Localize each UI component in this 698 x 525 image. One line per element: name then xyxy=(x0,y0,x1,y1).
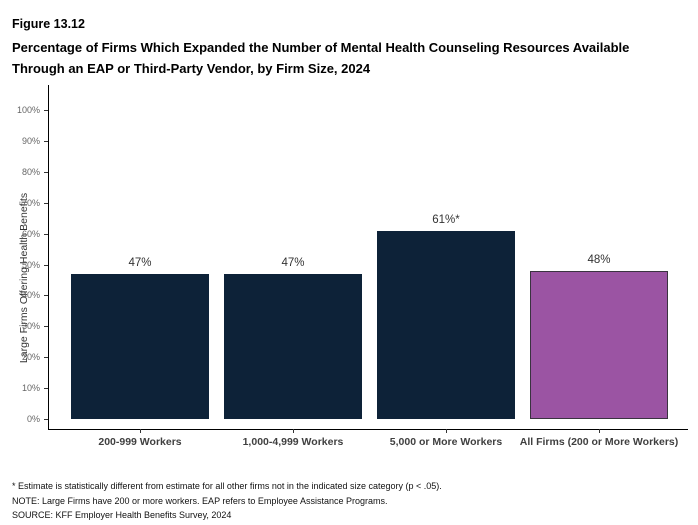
bar xyxy=(530,270,668,419)
x-axis-line xyxy=(48,429,688,430)
y-tick-mark xyxy=(44,419,48,420)
y-tick-label: 90% xyxy=(21,135,40,146)
y-tick-mark xyxy=(44,202,48,204)
y-tick-mark xyxy=(44,264,48,266)
bar-value-label: 47% xyxy=(128,256,152,269)
y-tick-label: 50% xyxy=(21,259,40,270)
y-axis-label: Large Firms Offering Health Benefits xyxy=(18,192,30,364)
y-tick-label: 30% xyxy=(21,321,40,332)
x-category-label: 200-999 Workers xyxy=(98,436,182,448)
x-category-label: All Firms (200 or More Workers) xyxy=(519,436,679,448)
bar xyxy=(377,230,515,419)
y-tick-label: 20% xyxy=(21,352,40,363)
x-tick-mark xyxy=(293,429,294,433)
y-axis-line xyxy=(48,85,49,430)
y-tick-mark xyxy=(44,110,48,111)
bar xyxy=(71,273,209,419)
y-tick-label: 40% xyxy=(21,290,40,301)
y-tick-mark xyxy=(44,326,48,328)
y-tick-label: 0% xyxy=(26,414,40,424)
footnote-estimate: * Estimate is statistically different fr… xyxy=(12,481,442,491)
x-category-label: 5,000 or More Workers xyxy=(389,436,503,448)
x-tick-mark xyxy=(140,429,141,433)
y-tick-mark xyxy=(44,295,48,297)
y-tick-label: 10% xyxy=(21,383,40,394)
y-tick-label: 60% xyxy=(21,228,40,239)
footnotes: * Estimate is statistically different fr… xyxy=(12,479,442,523)
bar-value-label: 48% xyxy=(587,253,611,266)
y-tick-mark xyxy=(44,233,48,235)
figure-number: Figure 13.12 xyxy=(12,17,85,31)
y-tick-mark xyxy=(44,357,48,359)
footnote-note: NOTE: Large Firms have 200 or more worke… xyxy=(12,495,388,506)
y-tick-mark xyxy=(44,388,48,390)
x-tick-mark xyxy=(446,429,447,433)
y-tick-mark xyxy=(44,171,48,173)
y-tick-label: 70% xyxy=(21,197,40,208)
y-tick-mark xyxy=(44,140,48,142)
x-category-label: 1,000-4,999 Workers xyxy=(242,436,344,448)
x-tick-mark xyxy=(599,429,600,433)
y-tick-label: 100% xyxy=(16,105,40,115)
footnote-source: SOURCE: KFF Employer Health Benefits Sur… xyxy=(12,510,232,520)
bar-value-label: 47% xyxy=(281,256,305,269)
bar-value-label: 61%* xyxy=(432,213,460,226)
bar xyxy=(224,273,362,419)
figure-title: Percentage of Firms Which Expanded the N… xyxy=(12,40,630,76)
y-tick-label: 80% xyxy=(21,166,40,177)
